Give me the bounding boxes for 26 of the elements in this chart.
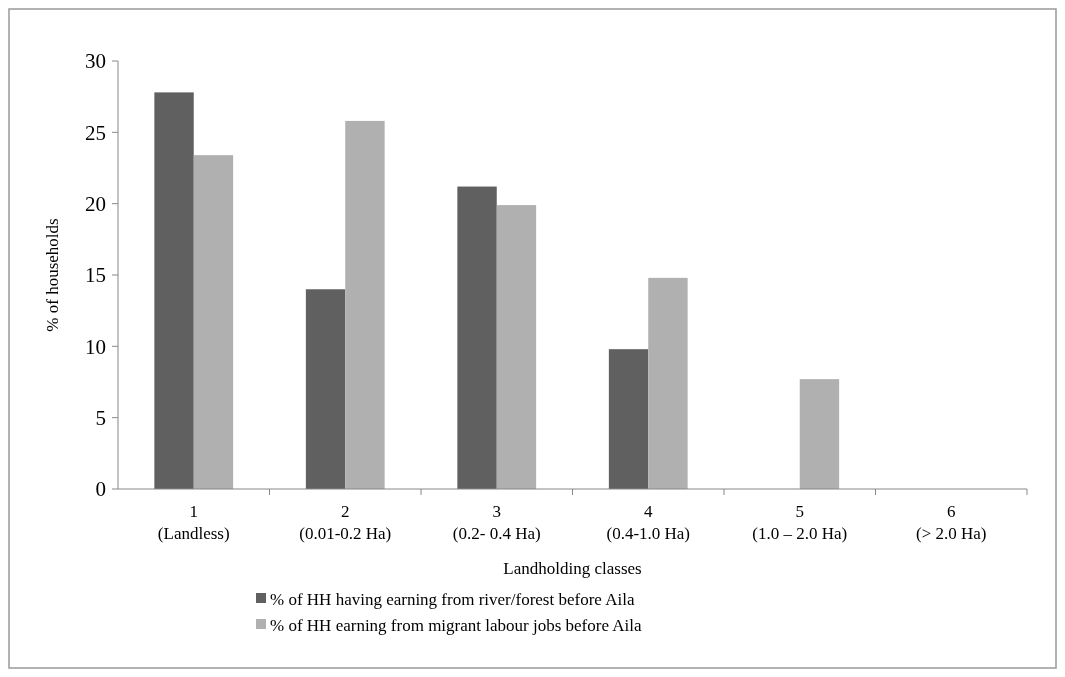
y-tick-label: 20 bbox=[85, 192, 106, 217]
y-tick-label: 0 bbox=[95, 477, 106, 502]
bar bbox=[496, 205, 537, 489]
bar bbox=[193, 155, 234, 489]
legend-label: % of HH earning from migrant labour jobs before Aila bbox=[270, 615, 642, 635]
bar bbox=[608, 349, 649, 489]
x-tick-label: 2 (0.01-0.2 Ha) bbox=[299, 502, 392, 543]
y-axis-title: % of households bbox=[43, 218, 62, 332]
x-tick-label: 5 (1.0 – 2.0 Ha) bbox=[752, 502, 848, 543]
y-tick-label: 15 bbox=[85, 263, 106, 288]
legend-label: % of HH having earning from river/forest before Aila bbox=[270, 589, 635, 609]
bar bbox=[345, 120, 385, 489]
bar bbox=[799, 379, 840, 489]
bar bbox=[457, 186, 497, 489]
x-axis-title: Landholding classes bbox=[503, 559, 642, 578]
bar bbox=[154, 92, 194, 489]
x-tick-label: 6 (> 2.0 Ha) bbox=[916, 502, 987, 543]
bar bbox=[648, 277, 688, 489]
bar bbox=[305, 289, 346, 489]
x-tick-label: 1 (Landless) bbox=[157, 502, 230, 543]
x-tick-label: 3 (0.2- 0.4 Ha) bbox=[452, 502, 541, 543]
y-tick-label: 25 bbox=[85, 120, 106, 145]
y-tick-label: 10 bbox=[85, 334, 106, 359]
x-tick-label: 4 (0.4-1.0 Ha) bbox=[606, 502, 691, 543]
y-tick-label: 30 bbox=[85, 49, 106, 74]
y-tick-label: 5 bbox=[95, 406, 106, 431]
